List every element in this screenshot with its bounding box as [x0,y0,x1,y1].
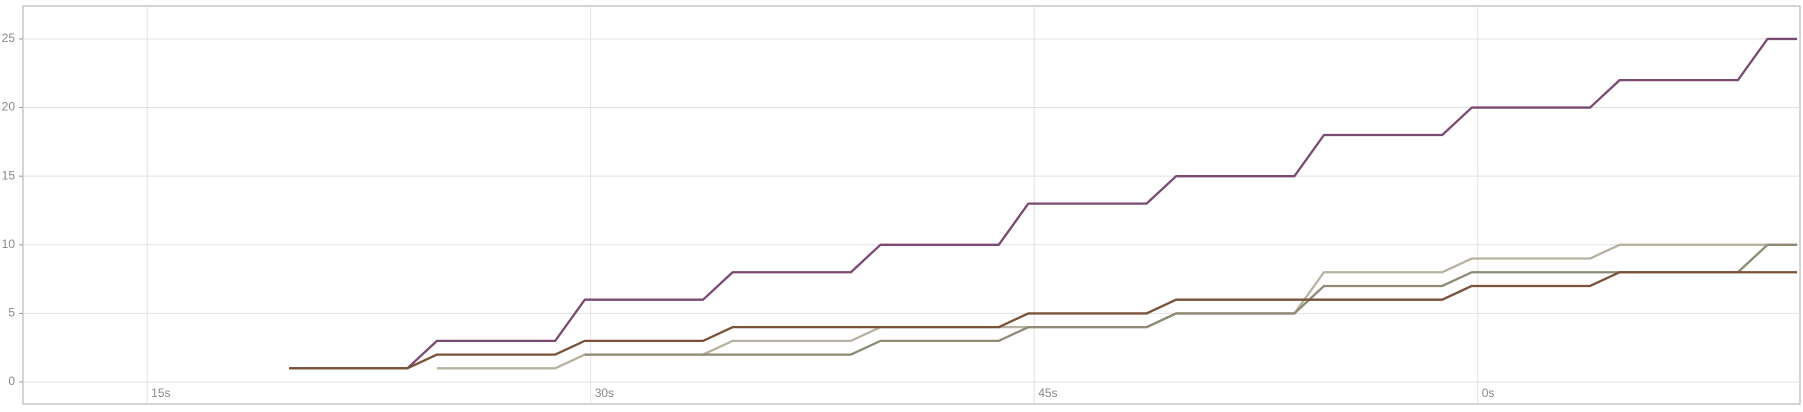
x-tick-label: 30s [595,386,614,400]
y-tick-label: 15 [2,168,16,182]
y-tick-label: 0 [8,374,15,388]
series-line [289,271,1798,370]
x-tick-label: 0s [1482,386,1495,400]
y-tick-label: 20 [2,100,16,114]
x-tick-label: 15s [151,386,170,400]
series-line [289,37,1798,370]
series-line [436,243,1798,370]
y-tick-label: 25 [2,31,16,45]
x-tick-label: 45s [1038,386,1057,400]
y-tick-label: 5 [8,306,15,320]
y-tick-label: 10 [2,237,16,251]
plot-frame [22,5,1801,405]
